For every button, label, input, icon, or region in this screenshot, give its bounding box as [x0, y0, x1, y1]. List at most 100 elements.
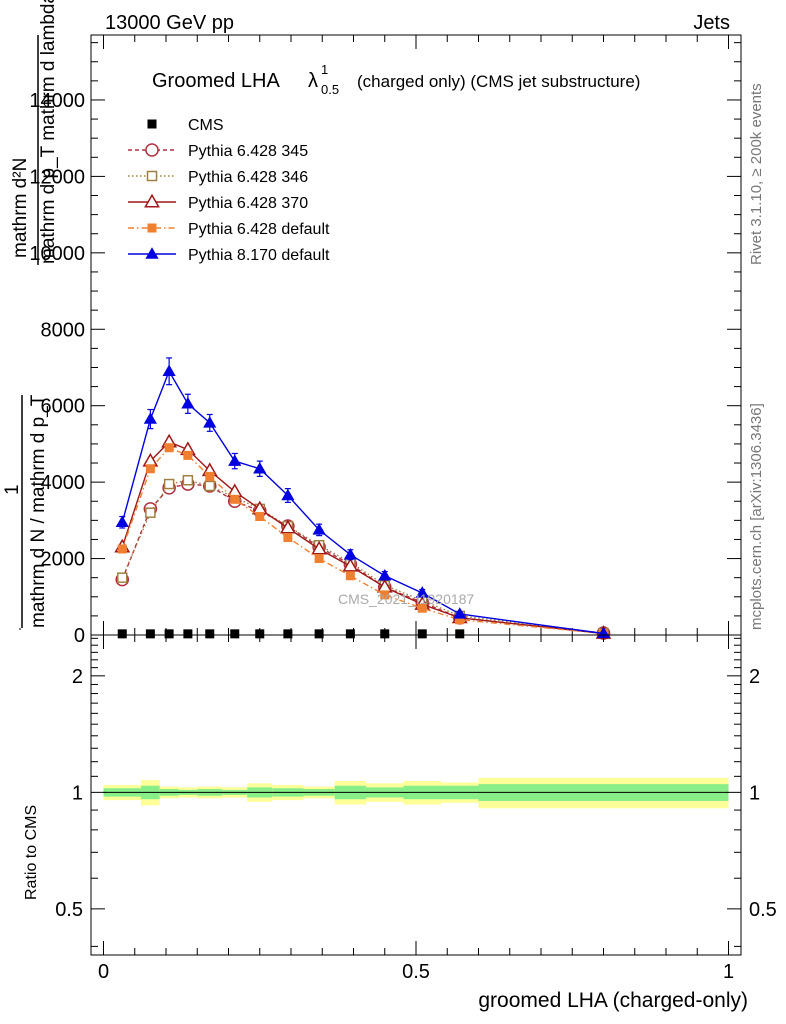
title-superscript: 1 — [321, 62, 328, 77]
data-point — [255, 512, 265, 522]
data-point — [378, 568, 392, 581]
plot-title: Groomed LHA λ 1 0.5 (charged only) (CMS … — [152, 62, 640, 97]
x-axis-label: groomed LHA (charged-only) — [478, 989, 748, 1012]
legend: CMS Pythia 6.428 345 Pythia 6.428 346 Pythi… — [128, 117, 330, 264]
data-point — [117, 544, 127, 554]
legend-item: Pythia 6.428 346 — [128, 169, 308, 186]
data-point — [279, 519, 296, 534]
header-right-label: Jets — [693, 12, 730, 34]
title-subscript: 0.5 — [321, 82, 339, 97]
data-point — [205, 471, 215, 481]
main-panel: 0 2000 4000 6000 8000 10000 12000 14000 Groomed… — [29, 34, 742, 647]
legend-label: Pythia 8.170 default — [188, 247, 330, 264]
y-tick-label: 4000 — [41, 472, 86, 494]
ylabel-prefix: 1 — [2, 484, 23, 495]
y-tick-label: 14000 — [29, 90, 85, 112]
data-point — [115, 515, 129, 527]
ratio-bands — [103, 777, 729, 809]
data-point — [183, 450, 193, 460]
main-y-axis-label: mathrm d²N mathrm d p_T mathrm d lambda … — [2, 0, 59, 630]
y-tick-label: 0 — [74, 625, 85, 647]
data-point — [164, 443, 174, 453]
mcplots-label: mcplots.cern.ch [arXiv:1306.3436] — [748, 403, 765, 630]
data-point — [453, 607, 467, 619]
y-tick-label: 10000 — [29, 243, 85, 265]
data-point — [163, 478, 175, 490]
data-point — [181, 396, 195, 409]
series-pythia-8-170-default — [115, 357, 611, 639]
data-point — [415, 586, 429, 598]
ratio-y-tick-label-right: 2 — [749, 666, 760, 688]
watermark-label: CMS_2021_I1920187 — [338, 591, 474, 607]
series-pythia-6-428-default — [117, 443, 608, 638]
ratio-y-tick-label: 0.5 — [55, 899, 83, 921]
ratio-y-tick-label: 1 — [72, 782, 83, 804]
x-tick-label: 0 — [98, 961, 109, 983]
legend-label: Pythia 6.428 345 — [188, 143, 308, 160]
data-point — [145, 507, 156, 518]
ratio-y-label: Ratio to CMS — [23, 805, 40, 900]
ylabel-line1: mathrm d²N — [10, 158, 31, 258]
data-point — [117, 572, 128, 583]
data-point — [455, 615, 465, 625]
data-point — [183, 629, 193, 639]
legend-marker — [144, 193, 160, 208]
legend-marker — [145, 247, 159, 259]
ratio-axis-ticks: 0.5 0.5 1 1 2 2 0 0.5 1 — [55, 635, 777, 983]
ylabel-line3: mathrm d N / mathrm d p_T — [28, 394, 49, 628]
data-point — [314, 554, 324, 564]
title-rest: (charged only) (CMS jet substructure) — [357, 72, 640, 91]
data-point — [380, 629, 390, 639]
data-point — [281, 488, 295, 501]
data-point — [417, 629, 427, 639]
data-point — [182, 474, 194, 486]
legend-item: CMS — [147, 117, 224, 134]
x-tick-label: 1 — [723, 961, 734, 983]
ylabel-line2: mathrm d p_T mathrm d lambda — [38, 0, 59, 264]
data-point — [345, 629, 355, 639]
x-tick-label: 0.5 — [402, 961, 430, 983]
data-point — [253, 461, 267, 474]
data-point — [164, 629, 174, 639]
data-point — [343, 547, 357, 560]
legend-marker — [145, 143, 159, 157]
data-point — [380, 590, 390, 600]
data-point — [417, 603, 427, 613]
series-line — [121, 479, 604, 634]
series-pythia-6-428-370 — [114, 433, 612, 639]
legend-marker — [147, 119, 157, 129]
data-point — [204, 480, 215, 492]
series-line — [121, 483, 604, 634]
legend-marker — [147, 223, 157, 233]
data-point — [283, 533, 293, 543]
legend-marker — [146, 170, 158, 182]
header-left-label: 13000 GeV pp — [105, 12, 234, 34]
legend-item: Pythia 6.428 370 — [128, 193, 308, 212]
data-point — [230, 629, 240, 639]
main-series-layer — [114, 357, 612, 640]
data-point — [312, 523, 326, 535]
rivet-version-label: Rivet 3.1.10, ≥ 200k events — [748, 83, 765, 265]
title-symbol: λ — [308, 70, 318, 92]
data-point — [342, 557, 359, 572]
y-tick-label: 12000 — [29, 166, 85, 188]
y-tick-label: 8000 — [41, 319, 86, 341]
legend-item: Pythia 6.428 default — [128, 221, 330, 238]
series-line — [121, 446, 604, 635]
series-line — [121, 369, 604, 635]
legend-item: Pythia 8.170 default — [128, 247, 330, 264]
title-main: Groomed LHA — [152, 70, 280, 92]
data-point — [228, 454, 242, 466]
main-axis-ticks: 0 2000 4000 6000 8000 10000 12000 14000 — [29, 35, 741, 647]
data-point — [230, 494, 240, 504]
data-point — [162, 364, 176, 377]
data-point — [143, 412, 157, 424]
data-point — [311, 540, 328, 555]
data-point — [345, 571, 355, 581]
data-point — [145, 464, 155, 474]
legend-label: Pythia 6.428 346 — [188, 169, 308, 186]
legend-item: Pythia 6.428 345 — [128, 143, 308, 160]
ratio-panel: 0.5 0.5 1 1 2 2 0 0.5 1 Ratio to CMS groomed LHA… — [23, 634, 777, 1012]
y-tick-label: 2000 — [41, 549, 86, 571]
